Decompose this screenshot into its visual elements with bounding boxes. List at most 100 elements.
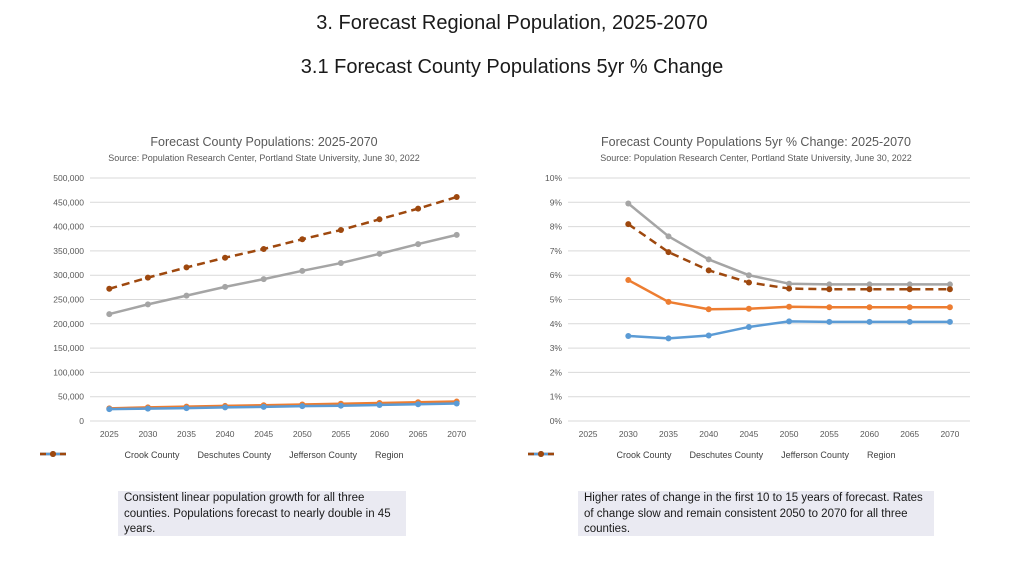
data-point-jefferson-county (183, 405, 190, 412)
chart-source: Source: Population Research Center, Port… (108, 153, 420, 163)
data-point-deschutes-county (337, 260, 344, 267)
data-point-deschutes-county (222, 283, 229, 290)
data-point-crook-county (786, 303, 793, 310)
legend-item: Crook County (40, 450, 180, 460)
y-tick-label: 0% (550, 416, 563, 426)
x-tick-label: 2040 (216, 429, 235, 439)
data-point-region (106, 285, 113, 292)
data-point-jefferson-county (337, 402, 344, 409)
legend-label: Deschutes County (689, 450, 764, 460)
data-point-jefferson-county (625, 332, 632, 339)
y-tick-label: 4% (550, 319, 563, 329)
data-point-region (299, 236, 306, 243)
legend-label: Region (866, 450, 896, 460)
x-tick-label: 2040 (699, 429, 718, 439)
legend-label: Jefferson County (781, 450, 849, 460)
y-tick-label: 350,000 (53, 246, 84, 256)
data-point-deschutes-county (144, 301, 151, 308)
data-point-jefferson-county (705, 332, 712, 339)
y-tick-label: 200,000 (53, 319, 84, 329)
x-tick-label: 2025 (100, 429, 119, 439)
x-tick-label: 2050 (293, 429, 312, 439)
x-tick-label: 2060 (860, 429, 879, 439)
data-point-region (826, 286, 833, 293)
legend-label: Region (374, 450, 404, 460)
y-tick-label: 300,000 (53, 270, 84, 280)
data-point-region (906, 286, 913, 293)
chart-legend: Crook County Deschutes County Jefferson Co… (528, 450, 984, 460)
data-point-jefferson-county (415, 401, 422, 408)
legend-label: Crook County (124, 450, 180, 460)
legend-label: Deschutes County (197, 450, 272, 460)
data-point-jefferson-county (299, 403, 306, 410)
legend-item: Jefferson County (528, 450, 849, 460)
y-tick-label: 10% (545, 173, 562, 183)
legend-swatch (528, 451, 554, 457)
percent-change-chart: Forecast County Populations 5yr % Change… (528, 128, 984, 473)
population-chart-plot: 0 50,000 100,000 150,000 200,000 250,000 300,0… (53, 173, 476, 439)
data-point-deschutes-county (786, 280, 793, 287)
data-point-region (337, 227, 344, 234)
x-tick-label: 2070 (447, 429, 466, 439)
data-point-deschutes-county (906, 281, 913, 288)
data-point-deschutes-county (260, 276, 267, 283)
y-tick-label: 8% (550, 222, 563, 232)
data-point-crook-county (866, 304, 873, 311)
y-tick-label: 500,000 (53, 173, 84, 183)
data-point-region (786, 285, 793, 292)
data-point-deschutes-county (665, 233, 672, 240)
y-tick-label: 0 (79, 416, 84, 426)
chart-title: Forecast County Populations: 2025-2070 (150, 135, 378, 149)
data-point-region (415, 205, 422, 212)
data-point-crook-county (665, 298, 672, 305)
data-point-crook-county (826, 304, 833, 311)
population-chart: Forecast County Populations: 2025-2070 S… (40, 128, 488, 473)
data-point-jefferson-county (106, 406, 113, 413)
percent-change-chart-plot: 0% 1% 2% 3% 4% 5% 6% 7% 8% 9% 10% 2025 2030 2035 2040 2… (545, 173, 970, 439)
y-tick-label: 7% (550, 246, 563, 256)
data-point-region (144, 274, 151, 281)
data-point-deschutes-county (946, 281, 953, 288)
data-point-jefferson-county (376, 401, 383, 408)
data-point-deschutes-county (415, 241, 422, 248)
data-point-crook-county (946, 304, 953, 311)
legend-item: Crook County (528, 450, 672, 460)
y-tick-label: 50,000 (58, 392, 84, 402)
legend-item: Region (40, 450, 404, 460)
data-point-jefferson-county (906, 318, 913, 325)
y-tick-label: 100,000 (53, 367, 84, 377)
data-point-jefferson-county (866, 318, 873, 325)
data-point-deschutes-county (299, 267, 306, 274)
data-point-deschutes-county (453, 231, 460, 238)
chart-legend: Crook County Deschutes County Jefferson Co… (40, 450, 488, 460)
data-point-jefferson-county (453, 400, 460, 407)
series-line-deschutes-county (627, 202, 950, 286)
chart-title: Forecast County Populations 5yr % Change… (601, 135, 911, 149)
y-tick-label: 150,000 (53, 343, 84, 353)
data-point-jefferson-county (222, 404, 229, 411)
x-tick-label: 2065 (409, 429, 428, 439)
data-point-crook-county (705, 306, 712, 313)
x-tick-label: 2030 (619, 429, 638, 439)
legend-marker (50, 451, 56, 457)
data-point-deschutes-county (705, 256, 712, 263)
data-point-deschutes-county (183, 292, 190, 299)
legend-swatch (40, 451, 66, 457)
data-point-deschutes-county (866, 281, 873, 288)
series-line-crook-county (109, 400, 457, 410)
series-line-deschutes-county (108, 233, 457, 316)
x-tick-label: 2025 (579, 429, 598, 439)
x-tick-label: 2035 (659, 429, 678, 439)
x-tick-label: 2060 (370, 429, 389, 439)
y-tick-label: 400,000 (53, 222, 84, 232)
x-tick-label: 2055 (331, 429, 350, 439)
legend-label: Jefferson County (289, 450, 357, 460)
y-tick-label: 5% (550, 295, 563, 305)
legend-item: Jefferson County (40, 450, 357, 460)
legend-marker (538, 451, 544, 457)
data-point-region (222, 254, 229, 261)
data-point-crook-county (745, 305, 752, 312)
x-tick-label: 2035 (177, 429, 196, 439)
legend-item: Deschutes County (40, 450, 272, 460)
data-point-jefferson-county (745, 323, 752, 330)
